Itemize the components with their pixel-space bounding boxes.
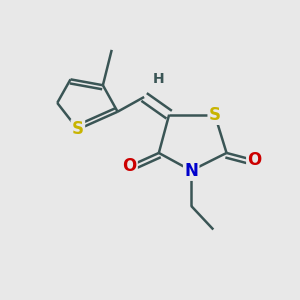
Text: S: S — [209, 106, 221, 124]
Text: S: S — [72, 120, 84, 138]
Text: O: O — [122, 157, 136, 175]
Text: N: N — [184, 162, 198, 180]
Text: H: H — [153, 72, 165, 86]
Text: O: O — [248, 151, 262, 169]
